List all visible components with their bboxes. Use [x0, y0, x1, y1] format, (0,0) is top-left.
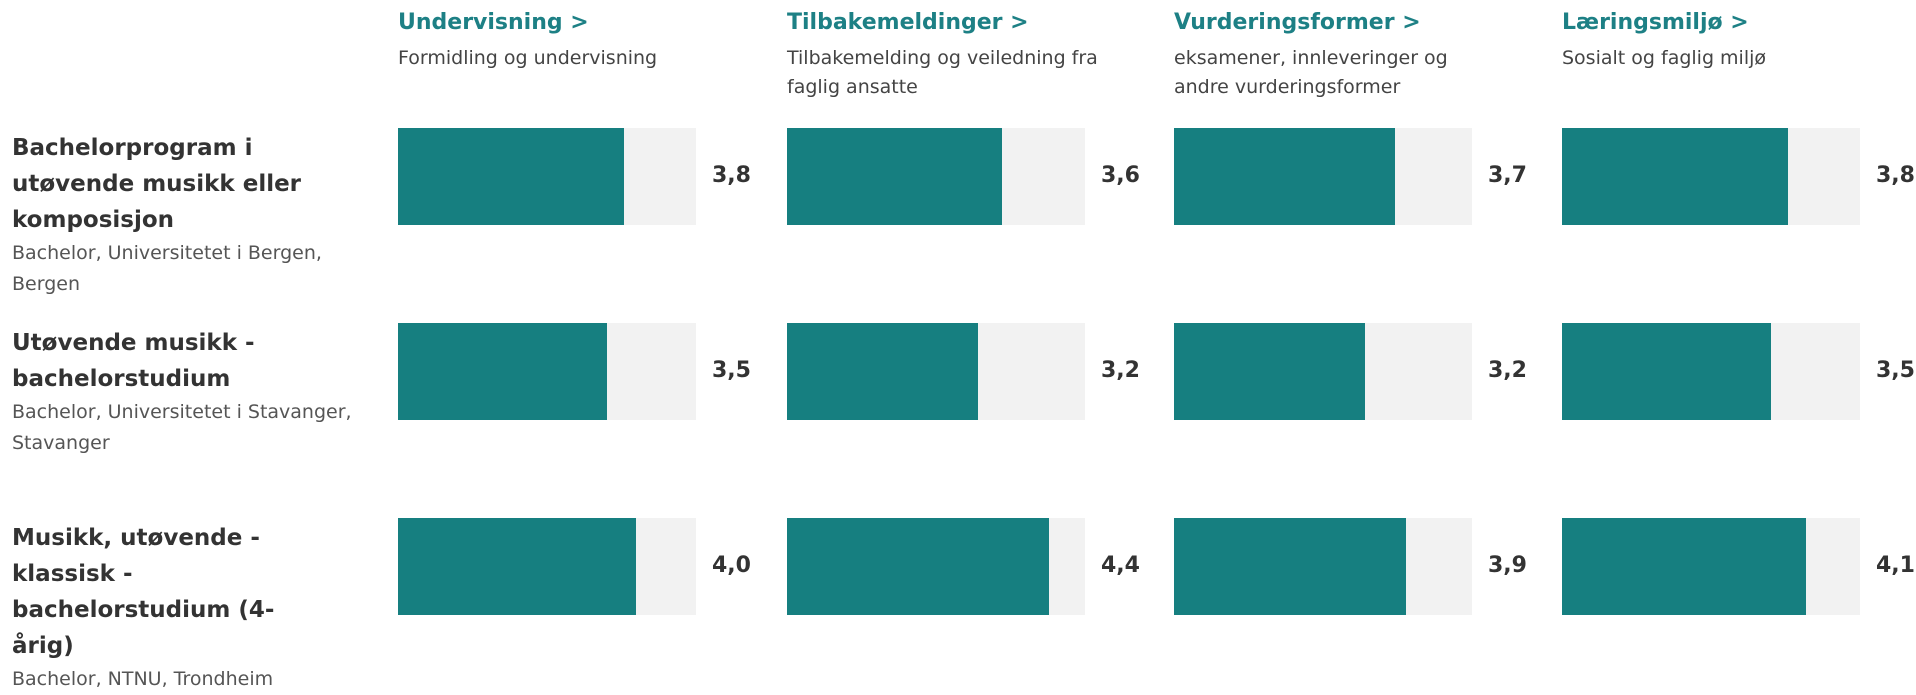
- row-subtitle: Bachelor, NTNU, Trondheim: [12, 668, 274, 690]
- row-title: Musikk, utøvende - klassisk - bachelorst…: [12, 525, 275, 659]
- row-title: Bachelorprogram i utøvende musikk eller …: [12, 135, 302, 233]
- column-title[interactable]: Tilbakemeldinger >: [787, 10, 1029, 35]
- value-label: 3,6: [1101, 162, 1140, 188]
- bar: [1174, 518, 1407, 615]
- value-label: 3,2: [1101, 357, 1140, 383]
- value-label: 3,7: [1488, 162, 1527, 188]
- bar: [787, 323, 978, 420]
- row-subtitle: Bachelor, Universitetet i Stavanger, Sta…: [12, 401, 352, 454]
- value-label: 4,1: [1876, 552, 1915, 578]
- column-title[interactable]: Undervisning >: [398, 10, 589, 35]
- column-subtitle: Formidling og undervisning: [398, 47, 658, 69]
- value-label: 4,4: [1101, 552, 1140, 578]
- bar: [1562, 128, 1789, 225]
- column-subtitle: Sosialt og faglig miljø: [1562, 47, 1767, 69]
- value-label: 3,8: [712, 162, 751, 188]
- bar: [787, 128, 1002, 225]
- bar: [398, 128, 625, 225]
- column-subtitle: eksamener, innleveringer og andre vurder…: [1174, 47, 1448, 98]
- page: Undervisning > Formidling og undervisning…: [12, 10, 1915, 690]
- column-title[interactable]: Læringsmiljø >: [1562, 10, 1749, 35]
- bar: [787, 518, 1050, 615]
- bar: [1562, 518, 1807, 615]
- bar: [398, 323, 607, 420]
- row-title: Utøvende musikk - bachelorstudium: [12, 330, 255, 392]
- value-label: 3,8: [1876, 162, 1915, 188]
- bar: [1174, 323, 1365, 420]
- value-label: 3,9: [1488, 552, 1527, 578]
- bar: [1174, 128, 1395, 225]
- value-label: 3,5: [712, 357, 751, 383]
- column-title[interactable]: Vurderingsformer >: [1174, 10, 1421, 35]
- value-label: 3,2: [1488, 357, 1527, 383]
- bar: [1562, 323, 1771, 420]
- bar: [398, 518, 637, 615]
- value-label: 4,0: [712, 552, 751, 578]
- column-subtitle: Tilbakemelding og veiledning fra faglig …: [787, 47, 1098, 98]
- value-label: 3,5: [1876, 357, 1915, 383]
- row-subtitle: Bachelor, Universitetet i Bergen, Bergen: [12, 242, 322, 295]
